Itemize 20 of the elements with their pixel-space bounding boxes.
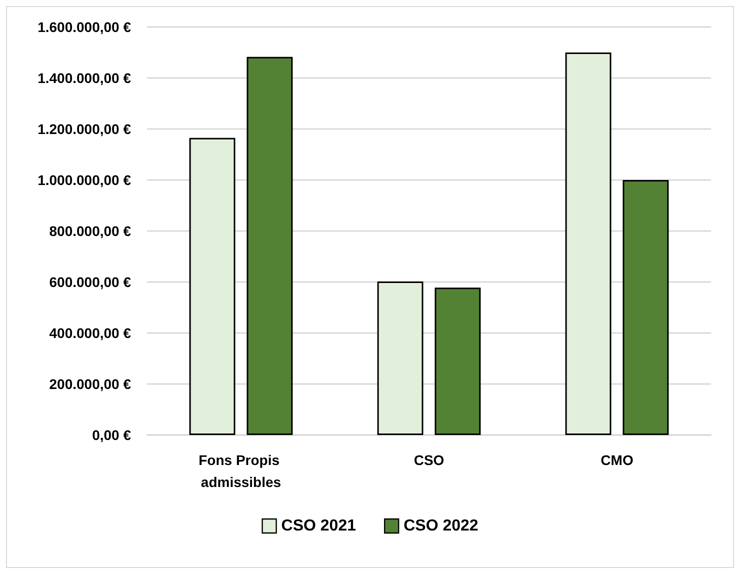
y-tick-label: 1.600.000,00 € bbox=[38, 19, 132, 35]
x-tick-label: CMO bbox=[600, 452, 634, 468]
y-tick-label: 0,00 € bbox=[92, 427, 132, 443]
x-tick-label: Fons Propis admissibles bbox=[198, 452, 284, 490]
legend-label: CSO 2021 bbox=[281, 518, 356, 534]
y-tick-label: 1.200.000,00 € bbox=[38, 121, 132, 137]
bar bbox=[622, 180, 669, 435]
y-tick-label: 1.000.000,00 € bbox=[38, 172, 132, 188]
x-tick-label: CSO bbox=[414, 452, 444, 468]
y-tick-label: 1.400.000,00 € bbox=[38, 70, 132, 86]
bar bbox=[189, 138, 236, 435]
y-tick-label: 400.000,00 € bbox=[49, 325, 132, 341]
y-tick-label: 200.000,00 € bbox=[49, 376, 132, 392]
bar bbox=[565, 52, 612, 435]
bar bbox=[377, 281, 424, 435]
legend-label: CSO 2022 bbox=[404, 518, 478, 534]
y-tick-label: 600.000,00 € bbox=[49, 274, 132, 290]
y-tick-label: 800.000,00 € bbox=[49, 223, 132, 239]
bar bbox=[434, 288, 481, 435]
bar bbox=[246, 56, 293, 435]
